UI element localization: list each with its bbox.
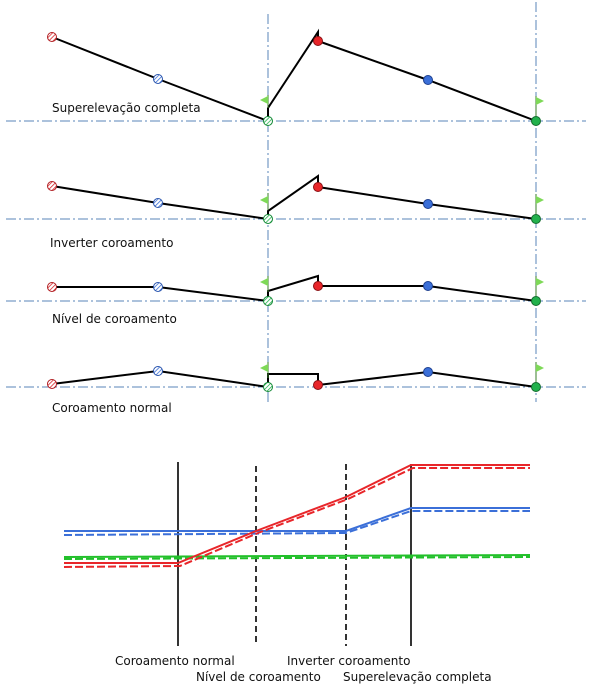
centerline-elevation-line: [63, 554, 531, 558]
section-full-superelevation: Superelevação completa: [47, 28, 544, 126]
transition-diagram: Coroamento normal Nível de coroamento In…: [63, 462, 531, 684]
label-normal-crown: Coroamento normal: [115, 654, 235, 668]
solid-marker-icon: [313, 36, 323, 46]
flag-icon: [535, 276, 544, 296]
solid-marker-icon: [313, 281, 323, 291]
hatched-marker-icon: [153, 366, 163, 376]
hatched-marker-icon: [263, 382, 273, 392]
section-level-crown: Nível de coroamento: [47, 274, 544, 326]
hatched-marker-icon: [47, 379, 57, 389]
flag-icon: [260, 95, 269, 108]
section-label: Coroamento normal: [52, 401, 172, 415]
solid-marker-icon: [423, 75, 433, 85]
cross-section-profile: [51, 174, 537, 221]
flag-icon: [535, 194, 544, 214]
hatched-marker-icon: [47, 181, 57, 191]
solid-marker-icon: [423, 367, 433, 377]
cross-section-profile: [51, 369, 537, 389]
solid-marker-icon: [531, 116, 541, 126]
solid-marker-icon: [531, 214, 541, 224]
solid-marker-icon: [423, 199, 433, 209]
section-label: Superelevação completa: [52, 101, 201, 115]
hatched-marker-icon: [263, 214, 273, 224]
flag-icon: [260, 193, 269, 210]
solid-marker-icon: [531, 296, 541, 306]
edge-elevation-line: [64, 464, 530, 564]
solid-marker-icon: [313, 380, 323, 390]
mid-lane-elevation-dashed: [63, 510, 530, 536]
solid-marker-icon: [313, 182, 323, 192]
hatched-marker-icon: [263, 296, 273, 306]
section-normal-crown: Coroamento normal: [47, 362, 544, 415]
mid-lane-elevation-line: [64, 507, 530, 532]
label-level-crown: Nível de coroamento: [196, 670, 321, 684]
label-invert-crown: Inverter coroamento: [287, 654, 410, 668]
flag-icon: [535, 96, 544, 116]
hatched-marker-icon: [47, 32, 57, 42]
section-invert-crown: Inverter coroamento: [47, 174, 544, 250]
cross-section-profile: [51, 28, 537, 123]
hatched-marker-icon: [153, 282, 163, 292]
flag-icon: [260, 276, 269, 292]
hatched-marker-icon: [263, 116, 273, 126]
section-label: Inverter coroamento: [50, 236, 173, 250]
section-label: Nível de coroamento: [52, 312, 177, 326]
solid-marker-icon: [531, 382, 541, 392]
flag-icon: [260, 362, 269, 378]
hatched-marker-icon: [153, 74, 163, 84]
edge-elevation-dashed: [63, 467, 530, 568]
solid-marker-icon: [423, 281, 433, 291]
cross-section-profile: [52, 274, 537, 303]
flag-icon: [535, 362, 544, 382]
hatched-marker-icon: [153, 198, 163, 208]
centerline-elevation-dashed: [63, 556, 531, 560]
hatched-marker-icon: [47, 282, 57, 292]
label-full-superelevation: Superelevação completa: [343, 670, 492, 684]
